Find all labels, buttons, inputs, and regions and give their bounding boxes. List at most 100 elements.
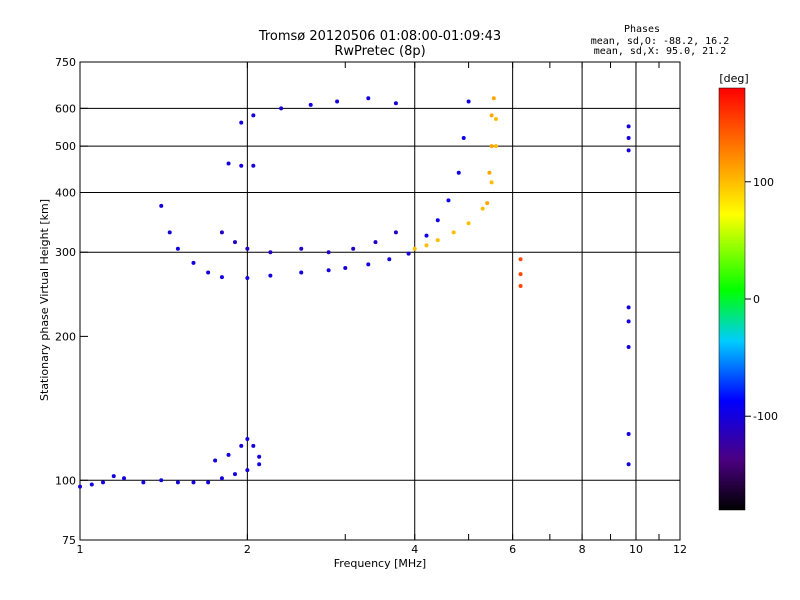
data-point [251,163,256,168]
data-point [461,136,466,141]
chart-subtitle: RwPretec (8p) [334,44,425,59]
colorbar-tick-label: 0 [753,293,760,306]
phases-heading: Phases [624,24,660,35]
data-point [435,238,440,243]
y-tick-label: 100 [55,474,76,487]
data-point [626,345,631,350]
data-point [245,275,250,280]
x-tick-label: 4 [411,543,418,556]
data-point [626,305,631,310]
data-point [141,480,146,485]
y-tick-label: 75 [62,534,76,547]
data-point [626,136,631,141]
data-point [279,106,284,111]
data-point [308,102,313,107]
data-point [226,452,231,457]
y-tick-label: 600 [55,102,76,115]
data-point [167,230,172,235]
data-point [466,221,471,226]
phases-o-stats: mean, sd,O: -88.2, 16.2 [591,36,729,47]
data-point [299,246,304,251]
plot-border [79,61,681,541]
grid-lines [80,62,680,540]
data-point [435,218,440,223]
data-point [626,319,631,324]
data-point [257,454,262,459]
data-point [489,113,494,118]
data-point [251,443,256,448]
data-point [424,233,429,238]
plot-area [79,61,681,541]
x-tick-label: 8 [579,543,586,556]
data-point [466,99,471,104]
data-point [518,257,523,262]
data-point [226,161,231,166]
data-point [101,480,106,485]
data-point [393,101,398,106]
data-point [487,170,492,175]
data-point [175,480,180,485]
data-point [343,266,348,271]
data-point [335,99,340,104]
data-point [257,462,262,467]
y-tick-label: 750 [55,56,76,69]
data-point [159,478,164,483]
data-point [213,458,218,463]
data-point [493,116,498,121]
data-point [626,148,631,153]
data-point [89,482,94,487]
data-point [268,273,273,278]
data-point [387,257,392,262]
data-point [299,270,304,275]
data-point [245,468,250,473]
colorbar-tick-label: -100 [753,410,778,423]
data-point [326,268,331,273]
data-point [191,260,196,265]
data-point [78,484,82,489]
data-point [206,270,211,275]
data-point [232,240,237,245]
data-point [518,283,523,288]
data-point [489,144,494,149]
data-point [626,431,631,436]
data-point [251,113,256,118]
data-point [245,436,250,441]
colorbar-label: [deg] [719,72,748,85]
data-point [485,201,490,206]
data-point [232,472,237,477]
data-point [373,240,378,245]
data-point [393,230,398,235]
data-point [451,230,456,235]
colorbar [718,87,746,511]
data-point [456,170,461,175]
data-point [175,246,180,251]
data-point [366,96,371,101]
data-point [518,272,523,277]
y-axis: 75 100 200 300 400 500 600 750 [55,56,88,547]
y-tick-label: 500 [55,140,76,153]
data-point [122,476,127,481]
data-point [626,462,631,467]
data-point [480,206,485,211]
data-point [489,180,494,185]
phases-x-stats: mean, sd,X: 95.0, 21.2 [594,46,726,57]
data-point [219,275,224,280]
y-axis-label: Stationary phase Virtual Height [km] [38,199,51,401]
data-point [493,144,498,149]
x-tick-label: 6 [509,543,516,556]
data-point [245,246,250,251]
x-tick-label: 1 [77,543,84,556]
data-point [239,120,244,125]
data-point [491,96,496,101]
data-point [159,203,164,208]
chart-title: Tromsø 20120506 01:08:00-01:09:43 [258,29,501,44]
data-point [626,124,631,129]
data-point [206,480,211,485]
data-point [111,474,116,479]
data-point [239,163,244,168]
data-point [406,251,411,256]
colorbar-tick-label: 100 [753,176,774,189]
data-point [239,443,244,448]
colorbar-ticks: 100 0 -100 [745,176,778,423]
